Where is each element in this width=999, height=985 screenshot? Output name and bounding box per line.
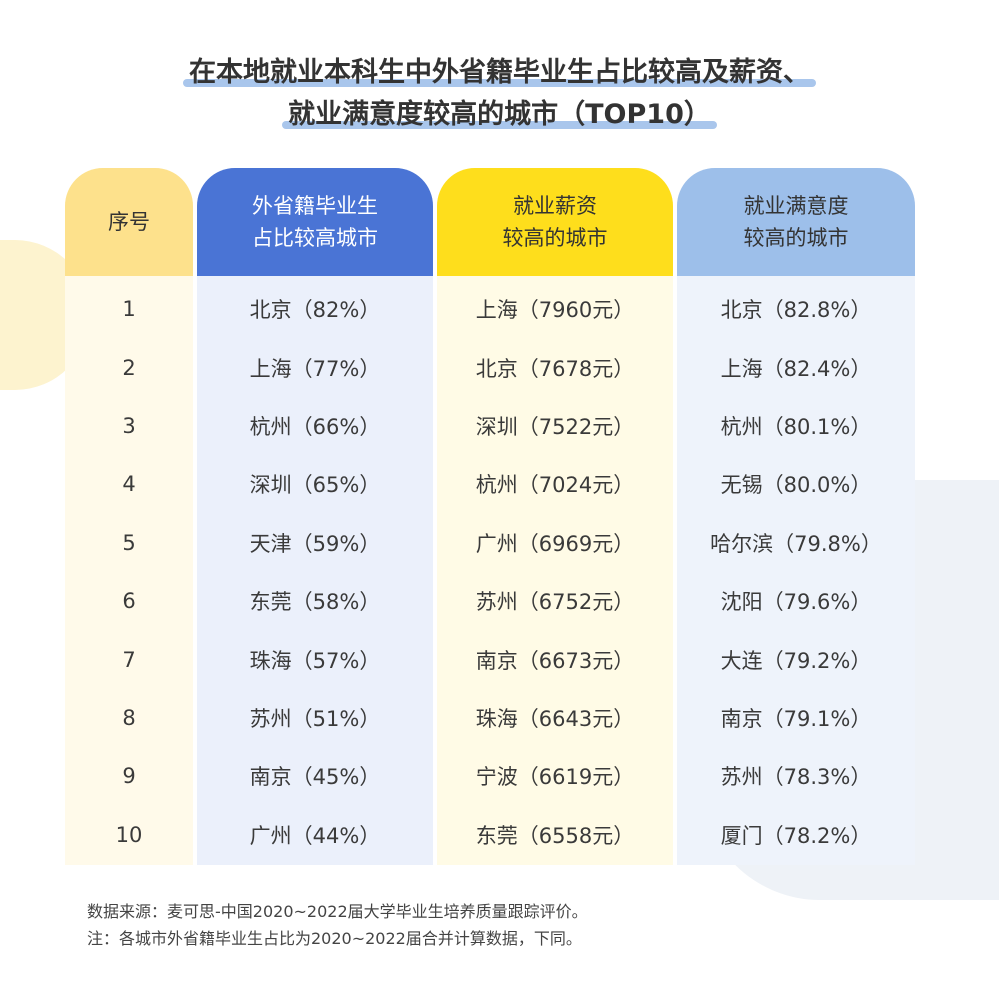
table-cell: 宁波（6619元）	[475, 765, 635, 790]
rank-cell: 10	[115, 822, 143, 847]
table-cell: 哈尔滨（79.8%）	[710, 531, 882, 556]
table-cell: 杭州（80.1%）	[720, 414, 872, 439]
table-cell: 上海（77%）	[249, 356, 381, 381]
table-cell: 南京（45%）	[249, 765, 381, 790]
rank-cell: 2	[122, 355, 136, 380]
table-cell: 上海（7960元）	[475, 298, 635, 323]
table-cell: 南京（79.1%）	[720, 706, 872, 731]
table-cell: 深圳（7522元）	[475, 414, 635, 439]
column-header: 就业薪资 较高的城市	[437, 168, 673, 276]
column-nonlocal-ratio: 外省籍毕业生 占比较高城市北京（82%） 上海（77%） 杭州（66%） 深圳（65%…	[197, 168, 433, 865]
rank-cell: 5	[122, 530, 136, 555]
table-cell: 东莞（58%）	[249, 590, 381, 615]
table-cell: 广州（44%）	[249, 823, 381, 848]
table-cell: 厦门（78.2%）	[720, 823, 872, 848]
column-header: 序号	[65, 168, 193, 276]
source-note: 数据来源：麦可思-中国2020~2022届大学毕业生培养质量跟踪评价。	[87, 902, 588, 921]
table-cell: 苏州（78.3%）	[720, 765, 872, 790]
table-cell: 杭州（7024元）	[475, 473, 635, 498]
table-cell: 东莞（6558元）	[475, 823, 635, 848]
page-title-line1: 在本地就业本科生中外省籍毕业生占比较高及薪资、	[0, 50, 999, 89]
column-rank: 序号 1 2 3 4 5 6 7 8 9 10	[65, 168, 193, 865]
column-header: 就业满意度 较高的城市	[677, 168, 915, 276]
page-title-line2: 就业满意度较高的城市（TOP10）	[0, 92, 999, 131]
table-cell: 杭州（66%）	[249, 414, 381, 439]
table-cell: 大连（79.2%）	[720, 648, 872, 673]
table-cell: 天津（59%）	[249, 531, 381, 556]
column-satisfaction: 就业满意度 较高的城市北京（82.8%） 上海（82.4%） 杭州（80.1%） 无锡…	[677, 168, 915, 865]
column-salary: 就业薪资 较高的城市上海（7960元） 北京（7678元） 深圳（7522元） 杭州（…	[437, 168, 673, 865]
rank-cell: 6	[122, 589, 136, 614]
table-cell: 无锡（80.0%）	[720, 473, 872, 498]
table-cell: 北京（82.8%）	[720, 298, 872, 323]
table-cell: 南京（6673元）	[475, 648, 635, 673]
ranking-table: 序号 1 2 3 4 5 6 7 8 9 10 外省籍毕业生 占比较高城市北京（82%） 上海（77%…	[65, 168, 915, 865]
table-cell: 深圳（65%）	[249, 473, 381, 498]
rank-cell: 9	[122, 764, 136, 789]
table-cell: 北京（82%）	[249, 298, 381, 323]
rank-cell: 7	[122, 647, 136, 672]
rank-cell: 3	[122, 413, 136, 438]
footnote: 注：各城市外省籍毕业生占比为2020~2022届合并计算数据，下同。	[87, 929, 582, 948]
table-cell: 珠海（6643元）	[475, 706, 635, 731]
rank-cell: 8	[122, 705, 136, 730]
table-cell: 苏州（51%）	[249, 706, 381, 731]
table-cell: 上海（82.4%）	[720, 356, 872, 381]
table-cell: 苏州（6752元）	[475, 590, 635, 615]
table-cell: 沈阳（79.6%）	[720, 590, 872, 615]
table-cell: 北京（7678元）	[475, 356, 635, 381]
rank-cell: 1	[122, 297, 136, 322]
rank-cell: 4	[122, 472, 136, 497]
table-cell: 广州（6969元）	[475, 531, 635, 556]
column-header: 外省籍毕业生 占比较高城市	[197, 168, 433, 276]
table-cell: 珠海（57%）	[249, 648, 381, 673]
